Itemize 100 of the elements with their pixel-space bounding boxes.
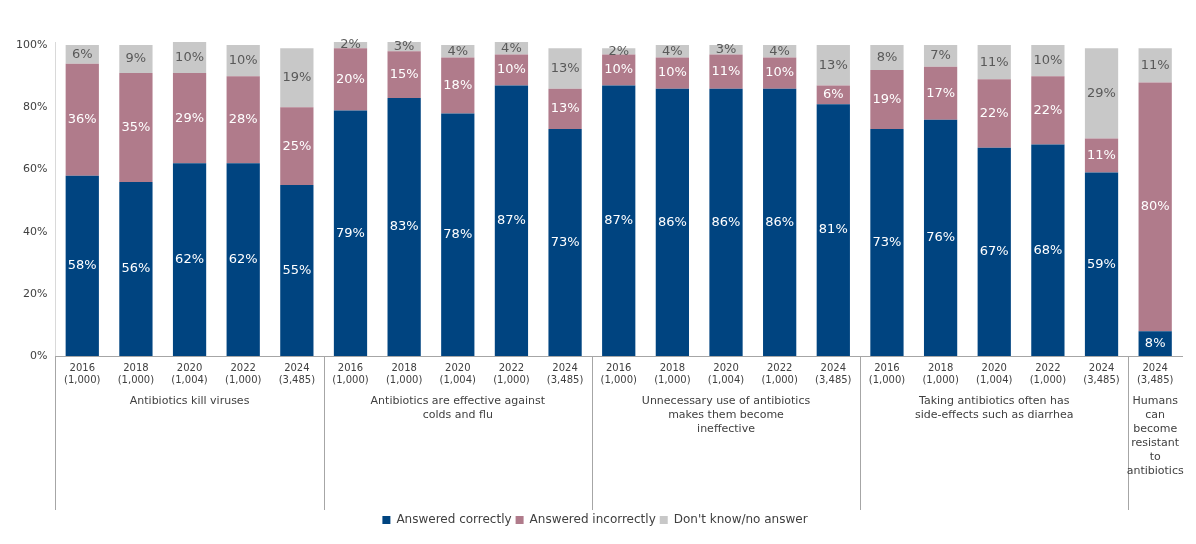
data-label: 4% xyxy=(447,42,469,58)
bar xyxy=(280,107,314,186)
bar xyxy=(602,85,636,356)
data-label: 7% xyxy=(930,47,951,63)
bar xyxy=(709,54,743,89)
data-label: 25% xyxy=(282,137,312,153)
data-label: 56% xyxy=(121,260,151,276)
bar xyxy=(226,76,260,164)
data-label: 67% xyxy=(979,243,1009,259)
data-label: 68% xyxy=(1033,241,1063,257)
y-tick-label: 0% xyxy=(29,348,48,362)
bar xyxy=(816,104,850,356)
bar xyxy=(763,88,797,356)
x-tick-label: 2022 (1,000) xyxy=(493,361,530,385)
data-label: 11% xyxy=(1140,56,1170,72)
data-label: 17% xyxy=(926,84,956,100)
text: Unnecessary use of antibiotics makes them become ineffective xyxy=(641,394,811,436)
data-label: 4% xyxy=(501,39,522,55)
bar xyxy=(816,45,850,86)
x-tick-label: 2020 (1,004) xyxy=(171,361,208,385)
x-tick-label: 2022 (1,000) xyxy=(761,361,798,385)
text: Taking antibiotics often has side-effects such as diarrhea xyxy=(915,394,1074,422)
data-label: 8% xyxy=(876,48,898,64)
bar xyxy=(977,147,1011,356)
x-tick-label: 2024 (3,485) xyxy=(815,361,852,385)
data-label: 10% xyxy=(496,61,526,77)
data-label: 13% xyxy=(818,56,848,72)
x-tick-label: 2016 (1,000) xyxy=(64,361,101,385)
data-label: 18% xyxy=(443,76,473,92)
data-label: 62% xyxy=(228,251,258,266)
bar xyxy=(387,97,421,356)
legend-label: Don't know/no answer xyxy=(673,512,808,527)
bar xyxy=(172,73,207,164)
data-label: 10% xyxy=(175,48,205,64)
data-label: 79% xyxy=(336,224,365,240)
data-label: 78% xyxy=(443,226,473,242)
data-label: 2% xyxy=(608,42,630,58)
x-tick-label: 2020 (1,004) xyxy=(976,361,1013,385)
data-label: 80% xyxy=(1140,198,1170,214)
bar xyxy=(119,181,153,356)
x-tick-label: 2016 (1,000) xyxy=(600,361,638,385)
data-label: 22% xyxy=(979,104,1009,120)
bar xyxy=(870,69,904,130)
x-tick-label: 2020 (1,004) xyxy=(439,361,477,385)
data-label: 36% xyxy=(67,111,97,127)
x-tick-label: 2024 (3,485) xyxy=(1136,361,1174,385)
bar xyxy=(65,175,99,356)
data-label: 11% xyxy=(1087,146,1116,162)
text: Antibiotics kill viruses xyxy=(129,394,250,408)
data-label: 87% xyxy=(604,212,634,228)
data-label: 22% xyxy=(1033,101,1063,117)
bar xyxy=(548,129,582,356)
x-tick-label: 2024 (3,485) xyxy=(278,361,316,385)
x-tick-label: 2016 (1,000) xyxy=(332,361,369,385)
bar xyxy=(387,51,421,98)
data-label: 20% xyxy=(336,70,365,86)
text: Antibiotics are effective against colds and flu xyxy=(370,394,546,422)
bar xyxy=(655,88,689,356)
bar xyxy=(1084,138,1119,173)
bar xyxy=(119,45,153,74)
data-label: 13% xyxy=(550,59,580,75)
data-label: 29% xyxy=(175,109,205,125)
x-tick-label: 2022 (1,000) xyxy=(224,361,262,385)
bar xyxy=(870,129,904,356)
data-label: 86% xyxy=(711,213,741,229)
data-label: 9% xyxy=(125,50,147,66)
x-tick-label: 2018 (1,000) xyxy=(922,361,959,385)
data-label: 10% xyxy=(657,64,687,80)
text: Humans can become resistant to antibiotics xyxy=(1126,394,1184,478)
data-label: 3% xyxy=(393,38,415,54)
data-label: 28% xyxy=(228,111,258,127)
data-label: 86% xyxy=(657,213,687,229)
bar xyxy=(1138,82,1172,332)
data-label: 35% xyxy=(121,118,151,134)
data-label: 19% xyxy=(872,90,902,106)
data-label: 59% xyxy=(1087,255,1116,271)
data-label: 15% xyxy=(389,66,419,82)
x-tick-label: 2022 (1,000) xyxy=(1029,361,1067,385)
bar xyxy=(709,88,743,356)
y-tick-label: 100% xyxy=(15,37,48,51)
data-label: 58% xyxy=(67,257,97,273)
data-label: 11% xyxy=(711,62,741,78)
x-tick-label: 2016 (1,000) xyxy=(868,361,906,385)
bar xyxy=(441,57,475,114)
data-label: 4% xyxy=(769,42,790,58)
legend-label: Answered incorrectly xyxy=(529,512,656,527)
y-tick-label: 60% xyxy=(22,162,48,176)
bar xyxy=(1031,144,1065,356)
bar xyxy=(923,119,958,356)
data-label: 4% xyxy=(662,42,683,58)
bar xyxy=(977,79,1011,148)
bar xyxy=(548,88,582,130)
data-label: 83% xyxy=(389,218,419,234)
bar xyxy=(280,48,314,108)
y-tick-label: 40% xyxy=(22,224,48,238)
x-tick-label: 2018 (1,000) xyxy=(117,361,155,385)
bar xyxy=(548,48,582,89)
bar xyxy=(172,163,207,356)
bar xyxy=(226,163,260,356)
legend-label: Answered correctly xyxy=(396,512,512,527)
